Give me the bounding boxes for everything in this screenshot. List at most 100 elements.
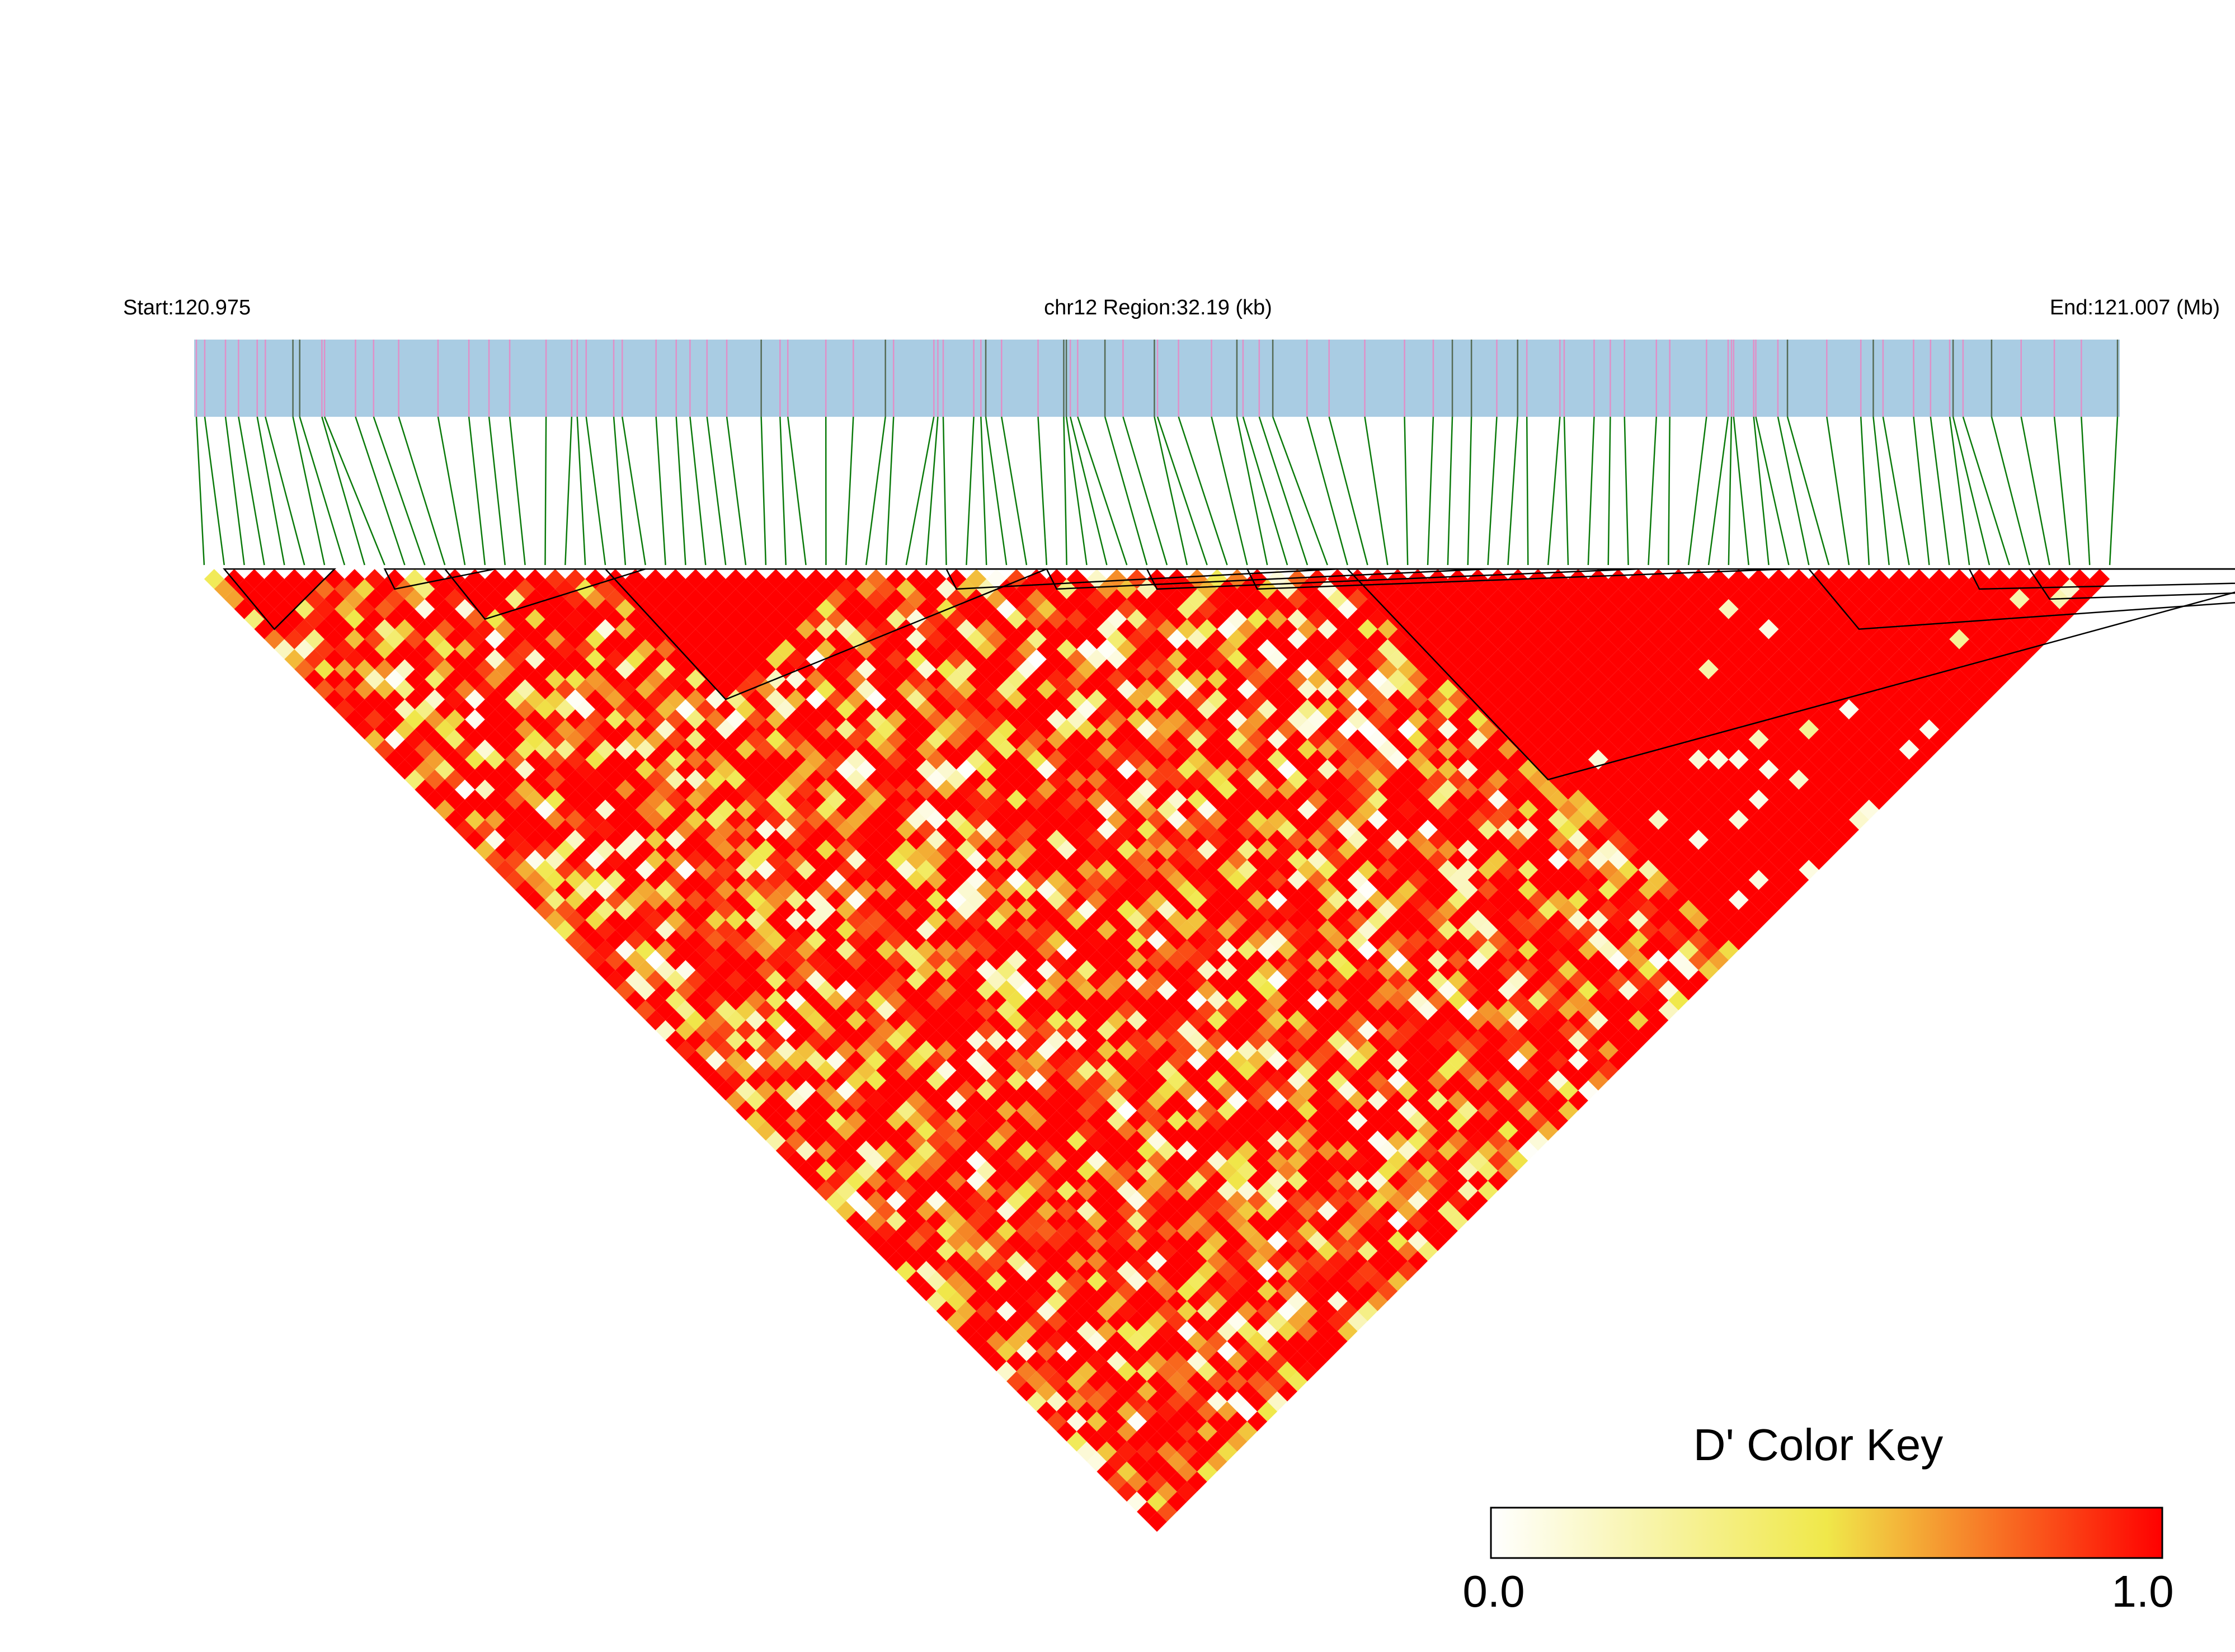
ld-cell [1337,1020,1358,1041]
ld-cell [505,569,525,589]
ld-cell [1357,1281,1378,1301]
ld-cell [1277,719,1297,740]
ld-cell [836,1121,857,1141]
ld-cell [1708,910,1729,930]
ld-cell [1127,1311,1147,1331]
ld-cell [1568,709,1588,729]
ld-cell [1829,709,1849,729]
ld-cell [1017,1180,1037,1201]
ld-cell [1989,649,2010,670]
ld-cell [1227,930,1248,950]
ld-cell [364,669,385,690]
ld-cell [695,859,716,880]
ld-cell [1568,910,1588,930]
ld-cell [1347,1150,1368,1171]
ld-cell [1177,1421,1197,1442]
ld-cell [1688,569,1709,589]
ld-cell [364,629,385,649]
ld-cell [1588,1010,1608,1030]
ld-cell [1257,599,1278,619]
ld-cell [836,779,857,800]
ld-cell [1166,1491,1187,1512]
ld-cell [1447,1090,1468,1111]
snp-connector [488,416,506,566]
ld-cell [545,910,566,930]
ld-cell [1056,1000,1077,1020]
snp-connector [1563,416,1569,566]
ld-cell [1207,1351,1227,1372]
ld-cell [796,960,816,981]
ld-cell [1297,1040,1318,1061]
ld-cell [1498,820,1518,840]
ld-cell [1437,840,1458,860]
ld-cell [956,759,977,780]
ld-cell [1387,1270,1408,1291]
ld-cell [816,1040,836,1061]
ld-cell [1678,920,1699,940]
ld-cell [1708,669,1729,690]
ld-cell [1708,729,1729,750]
ld-cell [1387,709,1408,729]
snp-position-ticks [195,340,2119,417]
ld-cell [1267,1391,1288,1411]
ld-cell [946,689,967,710]
ld-cell [1117,1461,1137,1482]
ld-cell [1197,1401,1217,1422]
ld-cell [1498,759,1518,780]
ld-cell [1457,599,1478,619]
ld-cell [1768,769,1789,790]
ld-cell [1447,749,1468,770]
ld-cell [1207,1170,1227,1191]
ld-cell [856,719,877,740]
ld-cell [1377,879,1398,900]
ld-cell [1317,1080,1338,1101]
ld-cell [1418,920,1438,940]
ld-cell [1297,579,1318,599]
ld-cell [1558,719,1578,740]
ld-cell [836,1020,857,1041]
ld-cell [384,609,405,629]
ld-cell [665,950,686,971]
ld-cell [896,639,916,660]
ld-cell [826,1050,846,1071]
ld-cell [1046,1311,1067,1331]
ld-cell [1799,859,1819,880]
ld-cell [1257,1341,1278,1362]
ld-cell [685,910,706,930]
ld-cell [515,820,535,840]
ld-cell [1347,669,1368,690]
ld-cell [946,809,967,830]
snp-connector [689,416,707,566]
ld-cell [1257,1381,1278,1402]
ld-cell [1317,1000,1338,1020]
ld-cell [1558,960,1578,981]
ld-cell [1317,980,1338,1000]
ld-cell [1899,599,1919,619]
ld-cell [1548,689,1569,710]
ld-cell [1488,749,1508,770]
ld-cell [1738,820,1759,840]
ld-cell [1297,659,1318,680]
ld-cell [595,739,615,760]
ld-cell [1778,599,1799,619]
ld-cell [1237,1040,1258,1061]
ld-cell [1247,809,1268,830]
ld-cell [605,749,625,770]
ld-cell [1097,1261,1117,1281]
ld-cell [484,789,505,810]
ld-cell [565,569,586,589]
ld-cell [906,1010,926,1030]
ld-cell [1467,689,1488,710]
ld-cell [1086,649,1107,670]
ld-cell [1207,1291,1227,1311]
ld-cell [1267,789,1288,810]
ld-cell [716,859,736,880]
ld-cell [1217,1201,1238,1221]
haplotype-block-outlines [223,568,2235,780]
ld-cell [1538,599,1559,619]
ld-cell [1377,739,1398,760]
ld-cell [836,920,857,940]
ld-cell [665,910,686,930]
ld-cell [1658,739,1679,760]
ld-cell [1217,900,1238,920]
